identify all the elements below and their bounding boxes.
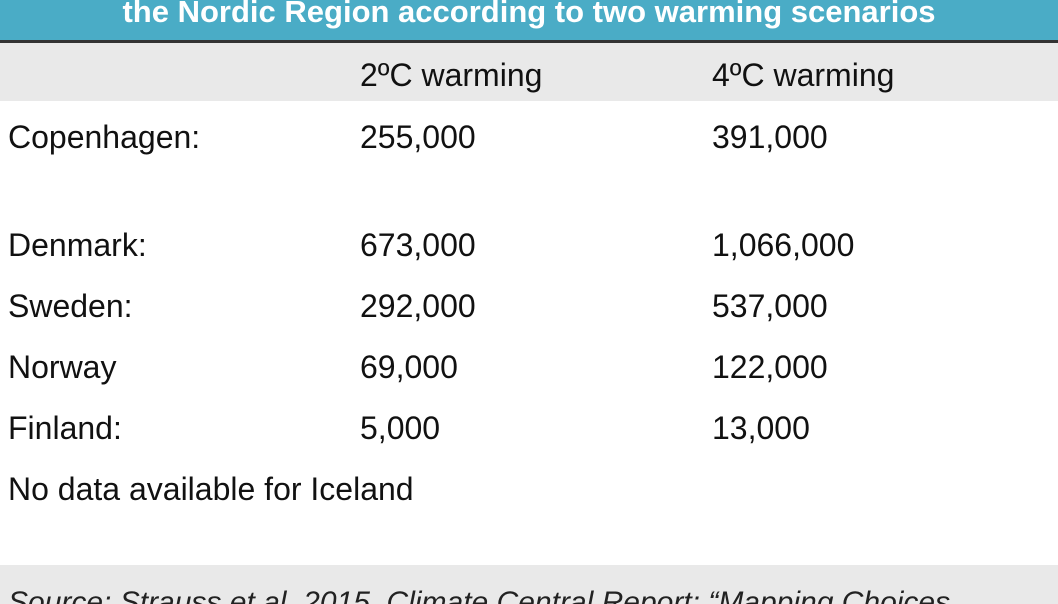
cell-value: 1,066,000 [712,227,855,263]
row-label: Denmark: [8,227,147,263]
cell-value: 69,000 [360,349,458,385]
cell-value: 255,000 [360,119,476,155]
row-label: Finland: [8,410,122,446]
note: No data available for Iceland [8,471,414,507]
cell-value: 391,000 [712,119,828,155]
cell-value: 673,000 [360,227,476,263]
source-bar: Source: Strauss et al. 2015. Climate Cen… [0,565,1058,604]
cell-value: 292,000 [360,288,476,324]
row-label: Norway [8,349,117,385]
header-row [0,43,1058,101]
cell-value: 5,000 [360,410,441,446]
title: the Nordic Region according to two warmi… [122,0,936,29]
cell-value: 537,000 [712,288,828,324]
column-header: 4ºC warming [712,57,895,93]
cell-value: 122,000 [712,349,828,385]
source: Source: Strauss et al. 2015. Climate Cen… [8,586,951,604]
row-label: Sweden: [8,288,133,324]
cell-value: 13,000 [712,410,810,446]
title-banner: the Nordic Region according to two warmi… [0,0,1058,40]
column-header: 2ºC warming [360,57,543,93]
divider [0,40,1058,43]
row-label: Copenhagen: [8,119,201,155]
